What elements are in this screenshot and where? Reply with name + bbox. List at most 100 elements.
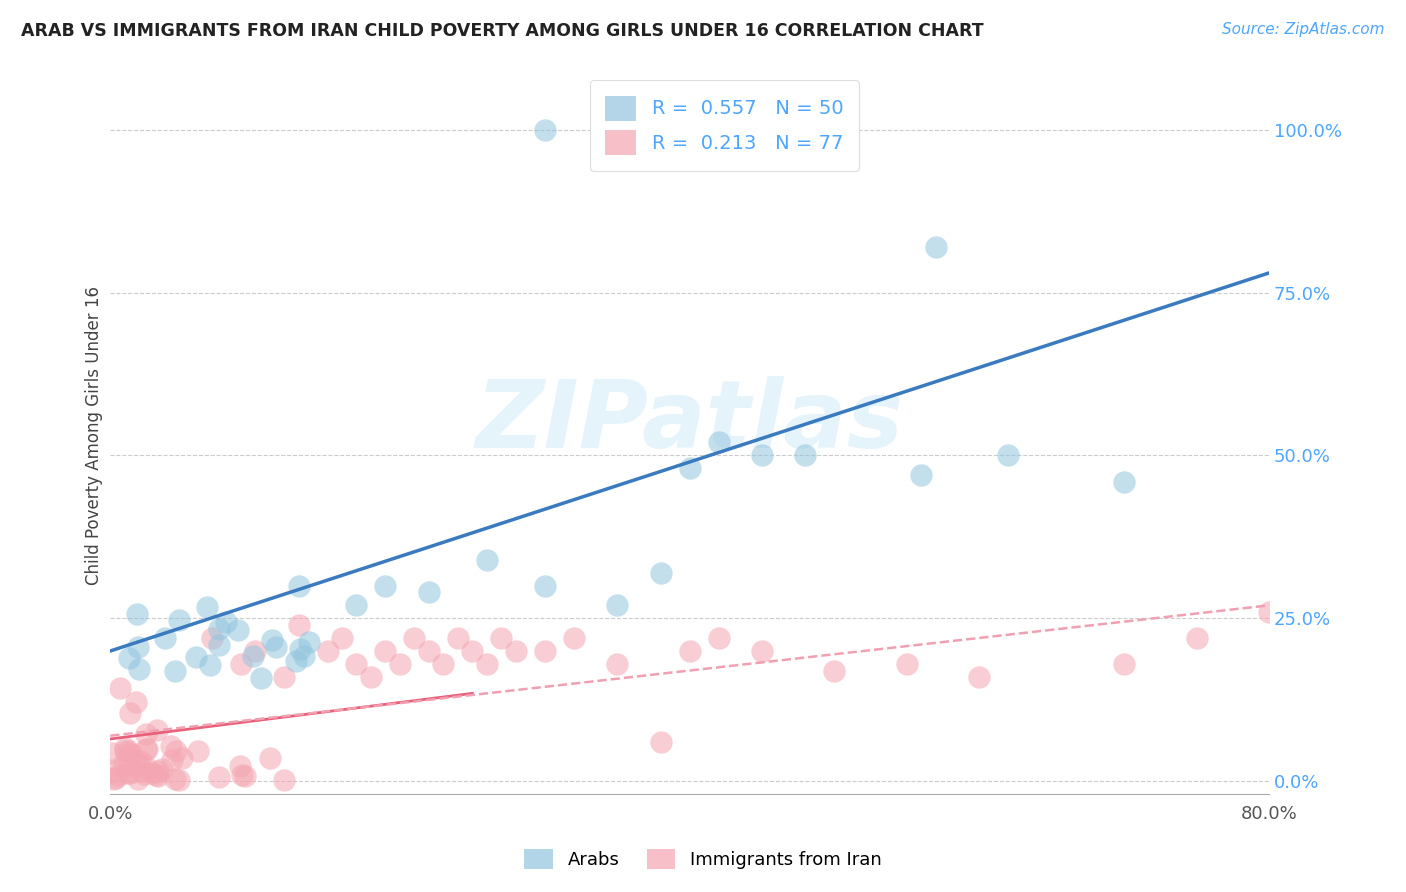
Legend: R =  0.557   N = 50, R =  0.213   N = 77: R = 0.557 N = 50, R = 0.213 N = 77 <box>589 80 859 170</box>
Point <box>650 735 672 749</box>
Text: ARAB VS IMMIGRANTS FROM IRAN CHILD POVERTY AMONG GIRLS UNDER 16 CORRELATION CHAR: ARAB VS IMMIGRANTS FROM IRAN CHILD POVER… <box>21 22 984 40</box>
Point <box>287 579 309 593</box>
Point <box>103 772 125 786</box>
Point <box>243 644 266 658</box>
Point <box>146 769 169 783</box>
Point <box>287 618 309 632</box>
Point <box>120 706 142 721</box>
Point <box>160 753 183 767</box>
Point <box>242 649 264 664</box>
Point <box>264 640 287 654</box>
Point <box>108 681 131 696</box>
Point <box>118 744 141 758</box>
Point <box>678 461 700 475</box>
Point <box>260 633 283 648</box>
Point <box>418 644 440 658</box>
Point <box>231 768 253 782</box>
Point <box>346 599 368 613</box>
Point <box>562 631 585 645</box>
Point <box>125 695 148 709</box>
Point <box>198 657 221 672</box>
Point <box>146 764 169 778</box>
Point <box>374 644 396 658</box>
Point <box>330 631 353 645</box>
Point <box>447 631 470 645</box>
Point <box>388 657 411 671</box>
Point <box>127 772 149 786</box>
Point <box>751 449 773 463</box>
Point <box>141 765 163 780</box>
Point <box>475 657 498 671</box>
Text: Source: ZipAtlas.com: Source: ZipAtlas.com <box>1222 22 1385 37</box>
Point <box>167 613 190 627</box>
Point <box>650 566 672 580</box>
Point <box>104 771 127 785</box>
Point <box>259 750 281 764</box>
Point <box>794 449 817 463</box>
Point <box>167 772 190 787</box>
Point <box>475 553 498 567</box>
Point <box>298 635 321 649</box>
Point <box>187 744 209 758</box>
Point <box>229 657 252 671</box>
Point <box>505 644 527 658</box>
Y-axis label: Child Poverty Among Girls Under 16: Child Poverty Among Girls Under 16 <box>86 286 103 585</box>
Point <box>533 122 555 136</box>
Point <box>707 631 730 645</box>
Point <box>418 585 440 599</box>
Point <box>145 767 167 781</box>
Point <box>707 435 730 450</box>
Point <box>114 744 136 758</box>
Point <box>896 657 918 671</box>
Point <box>285 655 308 669</box>
Point <box>360 670 382 684</box>
Point <box>606 599 628 613</box>
Point <box>533 644 555 658</box>
Point <box>1258 605 1281 619</box>
Text: ZIPatlas: ZIPatlas <box>475 376 904 467</box>
Point <box>153 631 176 645</box>
Point <box>606 657 628 671</box>
Point <box>163 772 186 787</box>
Point <box>273 670 295 684</box>
Point <box>135 727 157 741</box>
Point <box>533 579 555 593</box>
Point <box>107 768 129 782</box>
Point <box>910 468 932 483</box>
Point <box>346 657 368 671</box>
Point <box>100 746 122 760</box>
Point <box>228 758 250 772</box>
Point <box>150 762 173 776</box>
Point <box>967 670 990 684</box>
Point <box>925 240 948 254</box>
Point <box>207 770 229 784</box>
Point <box>165 665 187 679</box>
Point <box>1185 631 1208 645</box>
Point <box>273 772 295 787</box>
Point <box>195 600 218 615</box>
Point <box>201 631 224 645</box>
Point <box>823 664 845 678</box>
Point <box>117 752 139 766</box>
Point <box>121 747 143 761</box>
Point <box>997 449 1019 463</box>
Point <box>233 768 256 782</box>
Point <box>404 631 426 645</box>
Point <box>128 662 150 676</box>
Point <box>208 622 231 636</box>
Point <box>145 723 167 737</box>
Point <box>128 757 150 772</box>
Point <box>160 739 183 753</box>
Point <box>127 640 149 655</box>
Point <box>120 765 142 780</box>
Point <box>432 657 454 671</box>
Point <box>129 754 152 768</box>
Point <box>288 641 311 656</box>
Point <box>751 644 773 658</box>
Point <box>678 644 700 658</box>
Point <box>316 644 339 658</box>
Point <box>292 649 315 664</box>
Point <box>170 751 193 765</box>
Point <box>131 764 153 778</box>
Point <box>114 740 136 755</box>
